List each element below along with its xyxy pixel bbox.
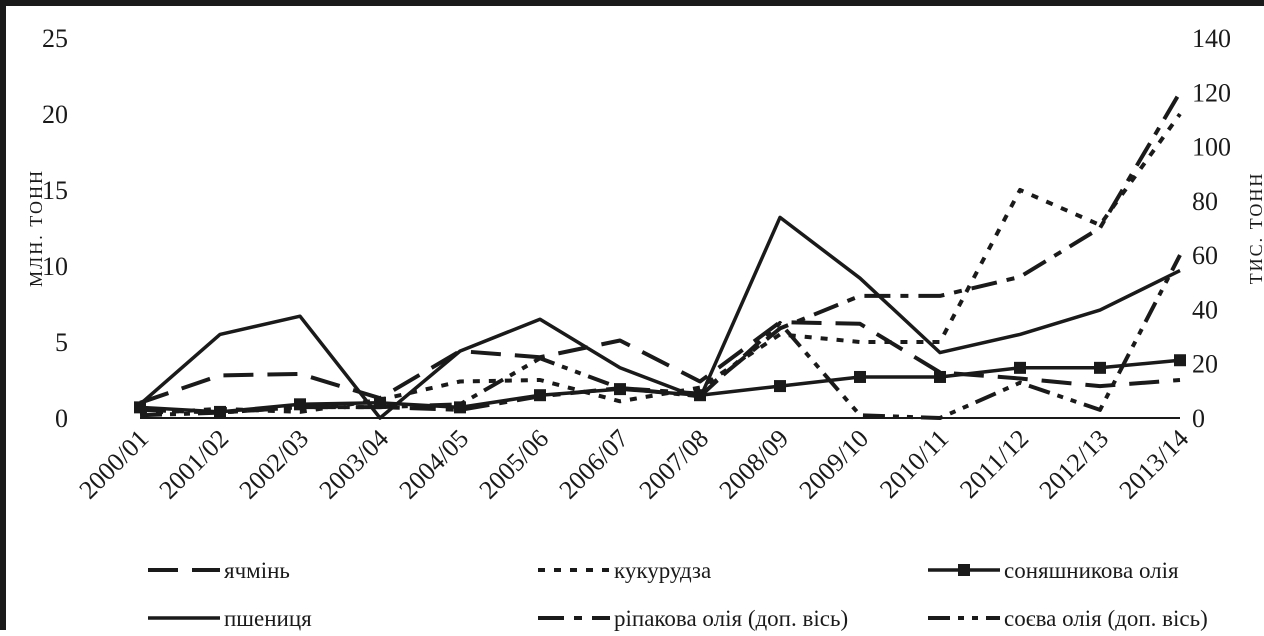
x-tick-label: 2000/01 [73,424,154,505]
y2-tick-label: 20 [1192,350,1218,379]
y2-axis-title: ТИС. ТОНН [1246,172,1264,285]
x-tick-label: 2013/14 [1113,424,1194,505]
series-layer [134,91,1186,420]
legend-label-3: соняшникова олія [1004,558,1179,583]
x-tick-label: 2011/12 [954,424,1034,504]
x-tick-label: 2006/07 [553,424,634,505]
legend-label-6: соєва олія (доп. вісь) [1004,606,1208,631]
legend: ячмінь кукурудза соняшникова олія пшениця рі… [148,558,1208,631]
x-tick-label: 2005/06 [473,424,554,505]
series-marker-3 [774,380,786,393]
y-tick-label: 25 [42,24,68,53]
x-tick-label: 2002/03 [233,424,314,505]
series-marker-3 [214,405,226,418]
y-tick-label: 20 [42,100,68,129]
x-tick-label: 2012/13 [1033,424,1114,505]
y2-tick-label: 100 [1192,133,1231,162]
legend-label-2: кукурудза [614,558,711,583]
series-marker-3 [934,370,946,383]
y2-tick-label: 120 [1192,78,1231,107]
x-tick-label: 2001/02 [153,424,234,505]
legend-label-4: пшениця [224,606,312,631]
y-axis-title: МЛН. ТОНН [26,169,46,287]
series-marker-3 [1094,361,1106,374]
axes-layer: 0 5 10 15 20 25 0 20 40 60 80 100 120 140 2000/01 2001/… [42,24,1231,505]
series-marker-3 [1014,361,1026,374]
y2-tick-label: 80 [1192,187,1218,216]
y-tick-label: 15 [42,176,68,205]
y-tick-label: 10 [42,252,68,281]
chart-canvas: 0 5 10 15 20 25 0 20 40 60 80 100 120 140 2000/01 2001/… [26,24,1264,631]
y2-tick-label: 0 [1192,404,1205,433]
x-tick-label: 2003/04 [313,424,394,505]
y2-tick-label: 40 [1192,295,1218,324]
y2-tick-label: 140 [1192,24,1231,53]
legend-label-1: ячмінь [224,558,290,583]
series-line-1 [139,320,1181,405]
series-line-4 [138,215,1181,420]
x-tick-label: 2004/05 [393,424,474,505]
y2-tick-label: 60 [1192,241,1218,270]
series-line-6 [139,254,1182,420]
x-tick-label: 2008/09 [713,424,794,505]
y-tick-label: 0 [55,404,68,433]
legend-label-5: ріпакова олія (доп. вісь) [614,606,848,631]
series-marker-3 [854,370,866,383]
x-tick-label: 2010/11 [874,424,954,504]
x-tick-label: 2007/08 [633,424,714,505]
x-tick-label: 2009/10 [793,424,874,505]
series-line-2 [139,112,1182,416]
series-line-5 [139,91,1182,415]
y-tick-label: 5 [55,328,68,357]
series-marker-3 [1174,354,1186,367]
legend-marker [958,564,970,576]
